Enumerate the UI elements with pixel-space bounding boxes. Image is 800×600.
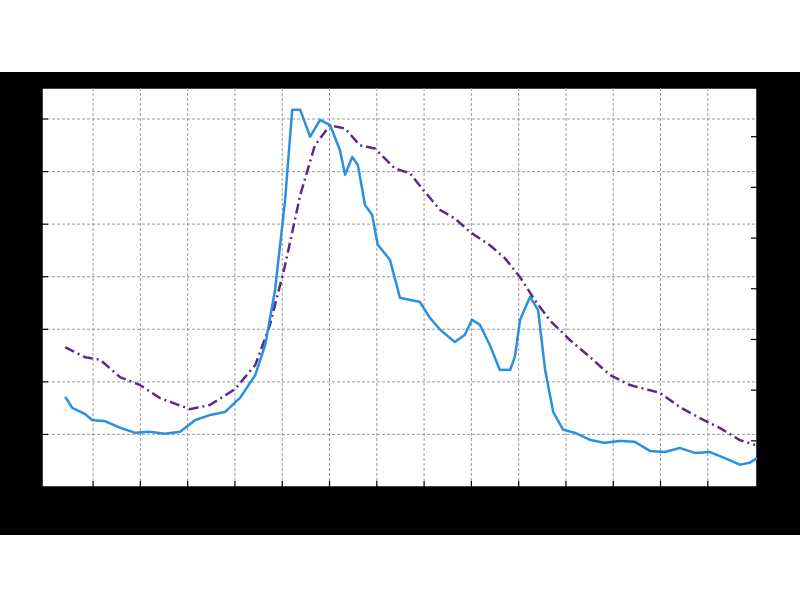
series-line bbox=[64, 124, 756, 447]
plot-area bbox=[41, 87, 758, 488]
series-line bbox=[64, 108, 758, 466]
